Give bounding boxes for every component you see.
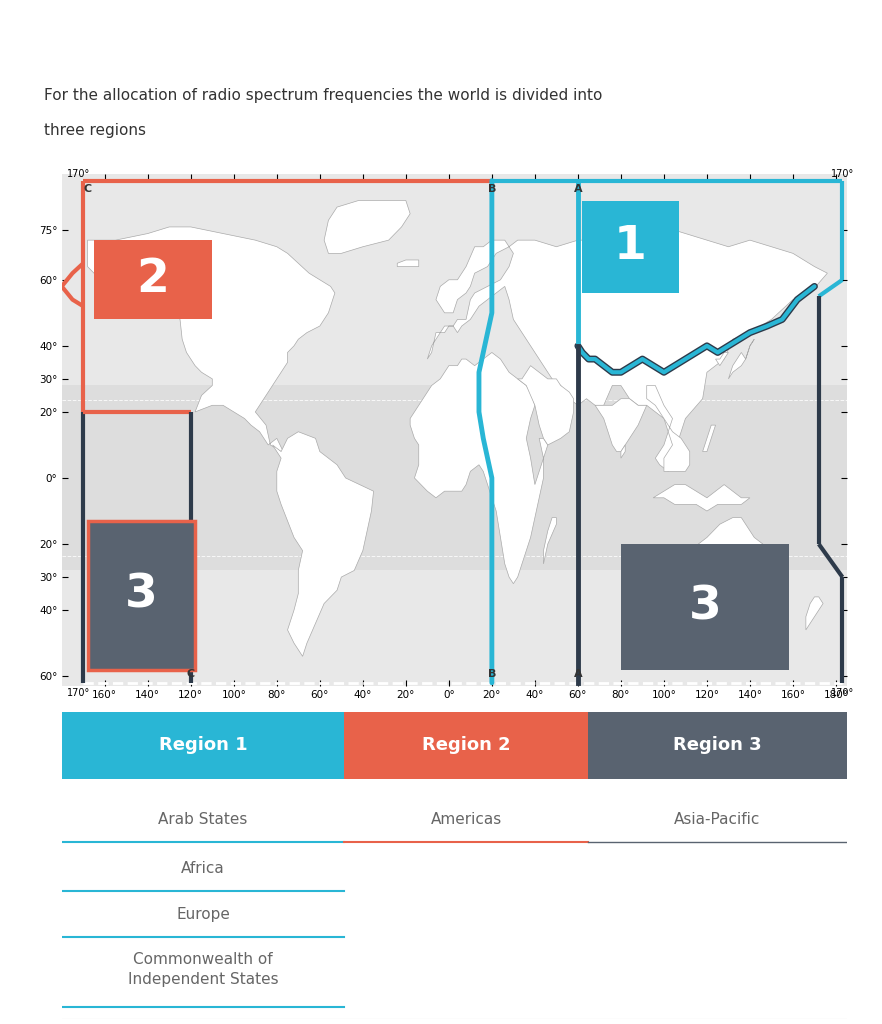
Text: 3: 3 bbox=[689, 585, 721, 630]
Polygon shape bbox=[647, 385, 690, 471]
Text: Global regions for spectrum allocation: Global regions for spectrum allocation bbox=[16, 20, 587, 46]
Text: 170°: 170° bbox=[67, 169, 91, 179]
Text: B: B bbox=[488, 670, 496, 680]
Text: 1: 1 bbox=[614, 224, 647, 269]
Text: Arab States: Arab States bbox=[159, 812, 248, 826]
Polygon shape bbox=[595, 398, 647, 452]
Polygon shape bbox=[518, 366, 573, 445]
Text: C: C bbox=[187, 670, 195, 680]
Text: 170°: 170° bbox=[831, 169, 854, 179]
Polygon shape bbox=[694, 517, 776, 610]
Bar bbox=[62, 385, 847, 570]
Polygon shape bbox=[397, 260, 419, 266]
Text: For the allocation of radio spectrum frequencies the world is divided into: For the allocation of radio spectrum fre… bbox=[44, 88, 602, 103]
Text: Africa: Africa bbox=[181, 861, 225, 876]
Bar bbox=[582, 201, 679, 293]
Polygon shape bbox=[654, 484, 750, 511]
Bar bbox=[94, 241, 213, 319]
Text: Americas: Americas bbox=[430, 812, 502, 826]
Polygon shape bbox=[543, 517, 557, 564]
Bar bbox=[344, 712, 587, 779]
Polygon shape bbox=[410, 352, 548, 584]
Polygon shape bbox=[428, 227, 827, 471]
Text: Region 1: Region 1 bbox=[159, 736, 247, 755]
Text: C: C bbox=[83, 184, 92, 194]
Bar bbox=[621, 544, 789, 670]
Text: Asia-Pacific: Asia-Pacific bbox=[674, 812, 760, 826]
Text: Region 2: Region 2 bbox=[422, 736, 511, 755]
Polygon shape bbox=[87, 227, 335, 452]
Polygon shape bbox=[806, 597, 823, 630]
Polygon shape bbox=[729, 339, 754, 379]
Bar bbox=[87, 521, 195, 670]
Text: 2: 2 bbox=[137, 257, 169, 302]
Bar bbox=[587, 712, 847, 779]
Text: Region 3: Region 3 bbox=[673, 736, 761, 755]
Polygon shape bbox=[621, 445, 625, 458]
Text: 170°: 170° bbox=[67, 688, 91, 697]
Text: 170°: 170° bbox=[831, 688, 854, 697]
Text: Commonwealth of
Independent States: Commonwealth of Independent States bbox=[128, 952, 279, 987]
Text: B: B bbox=[488, 184, 496, 194]
Text: A: A bbox=[573, 184, 582, 194]
Text: three regions: three regions bbox=[44, 123, 146, 138]
Bar bbox=[62, 712, 344, 779]
Polygon shape bbox=[273, 432, 374, 656]
Polygon shape bbox=[324, 201, 410, 253]
Text: 3: 3 bbox=[125, 572, 158, 617]
Polygon shape bbox=[703, 425, 715, 452]
Text: Europe: Europe bbox=[176, 907, 230, 922]
Text: A: A bbox=[573, 670, 582, 680]
Polygon shape bbox=[715, 352, 729, 366]
